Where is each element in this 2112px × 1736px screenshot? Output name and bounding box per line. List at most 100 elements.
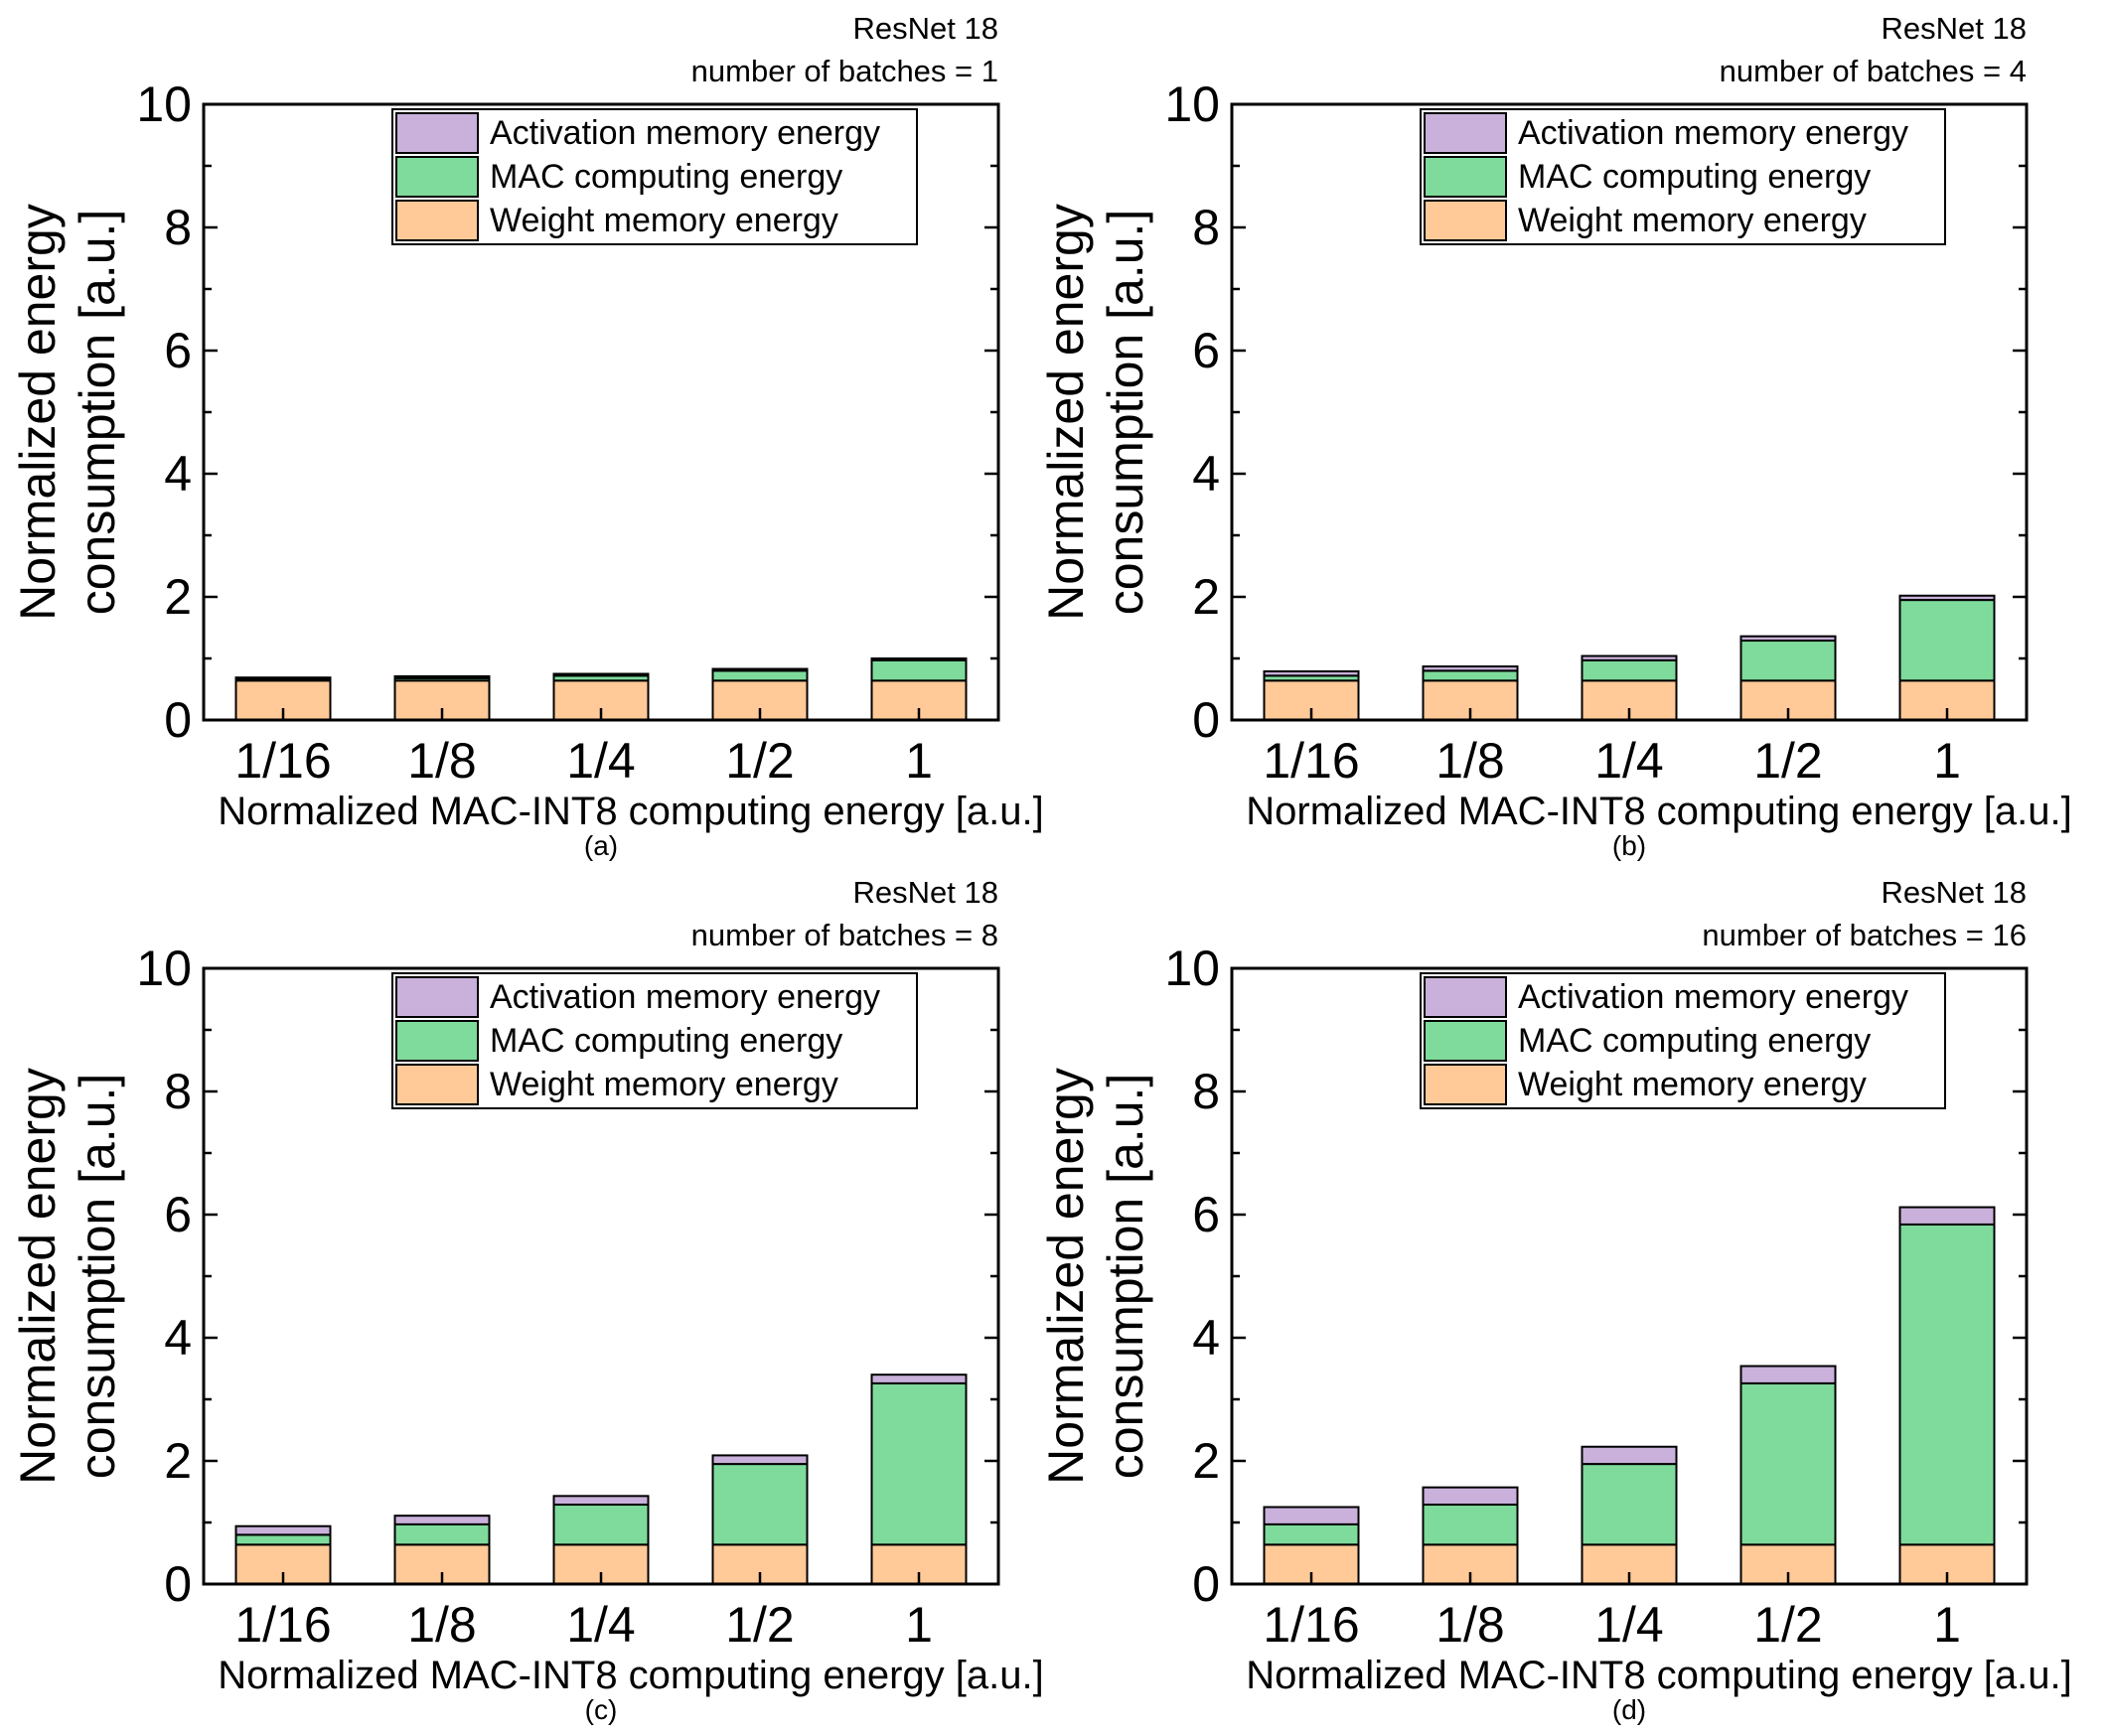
bar-mac-computing-5	[870, 1381, 968, 1546]
bar-activation-memory-4	[1739, 635, 1837, 643]
legend-swatch-mac	[395, 156, 479, 198]
y-tick-label: 10	[1164, 940, 1220, 996]
bar-mac-computing-3	[1581, 658, 1678, 682]
x-tick-label: 1/16	[234, 1597, 331, 1653]
panel-label: (d)	[1612, 1694, 1646, 1725]
x-axis-label: Normalized MAC-INT8 computing energy [a.…	[218, 1654, 1043, 1697]
x-tick-label: 1	[905, 1597, 933, 1653]
legend-swatch-weight	[1424, 1064, 1507, 1105]
bar-mac-computing-3	[1581, 1463, 1678, 1546]
x-tick-label: 1/4	[1594, 1597, 1664, 1653]
y-tick-label: 6	[1192, 1187, 1220, 1242]
bar-weight-memory-1	[1263, 1543, 1360, 1585]
x-tick-label: 1/2	[1753, 1597, 1823, 1653]
bar-mac-computing-4	[711, 669, 809, 682]
x-tick-label: 1/4	[566, 733, 636, 789]
legend-box	[1420, 972, 1946, 1109]
legend-swatch-weight	[395, 1064, 479, 1105]
legend-label-activation: Activation memory energy	[490, 114, 880, 152]
legend-swatch-mac	[395, 1020, 479, 1062]
bar-activation-memory-2	[393, 674, 491, 679]
legend-label-weight: Weight memory energy	[490, 1066, 838, 1103]
bar-mac-computing-5	[1898, 599, 1996, 682]
x-tick-label: 1/4	[1594, 733, 1664, 789]
legend-swatch-mac	[1424, 156, 1507, 198]
legend-swatch-weight	[395, 200, 479, 241]
y-tick-label: 0	[164, 1556, 192, 1612]
y-tick-label: 4	[164, 1310, 192, 1366]
panel-label: (b)	[1612, 830, 1646, 861]
legend-label-mac: MAC computing energy	[1518, 158, 1871, 196]
y-tick-label: 0	[1192, 692, 1220, 748]
legend: Activation memory energy MAC computing en…	[391, 108, 918, 245]
y-tick-label: 6	[164, 323, 192, 378]
bar-activation-memory-1	[234, 676, 332, 681]
legend-box	[391, 108, 918, 245]
chart-subtitle: number of batches = 1	[691, 54, 998, 88]
y-axis-label-line-2: consumption [a.u.]	[70, 210, 125, 616]
bar-activation-memory-4	[1739, 1365, 1837, 1384]
legend-label-activation: Activation memory energy	[490, 978, 880, 1016]
y-axis-label-line-1: Normalized energy	[1038, 1068, 1094, 1485]
legend-swatch-mac	[1424, 1020, 1507, 1062]
x-tick-label: 1/4	[566, 1597, 636, 1653]
chart-panel-a: ResNet 18 number of batches = 1 1/16 1/8 1/4…	[10, 11, 1044, 861]
bar-mac-computing-3	[552, 1504, 650, 1546]
x-tick-label: 1/16	[1263, 733, 1359, 789]
bar-activation-memory-1	[1263, 670, 1360, 677]
x-tick-label: 1/8	[1435, 1597, 1505, 1653]
y-tick-label: 2	[1192, 569, 1220, 625]
legend-swatch-activation	[1424, 976, 1507, 1018]
bar-activation-memory-3	[1581, 654, 1678, 661]
y-axis-label-line-2: consumption [a.u.]	[70, 1074, 125, 1480]
x-tick-label: 1/8	[1435, 733, 1505, 789]
bar-mac-computing-2	[393, 1522, 491, 1546]
bar-activation-memory-5	[870, 657, 968, 661]
bar-activation-memory-3	[552, 1495, 650, 1507]
chart-panel-c: ResNet 18 number of batches = 8 1/16 1/8 1/4…	[10, 875, 1044, 1725]
legend: Activation memory energy MAC computing en…	[391, 972, 918, 1109]
x-axis-label: Normalized MAC-INT8 computing energy [a.…	[1246, 790, 2071, 833]
legend-swatch-activation	[1424, 112, 1507, 154]
y-tick-label: 10	[1164, 76, 1220, 132]
chart-subtitle: number of batches = 8	[691, 918, 998, 952]
x-axis-label: Normalized MAC-INT8 computing energy [a.…	[1246, 1654, 2071, 1697]
bar-mac-computing-1	[1263, 1522, 1360, 1546]
legend-label-mac: MAC computing energy	[490, 158, 842, 196]
legend-swatch-weight	[1424, 200, 1507, 241]
y-tick-label: 8	[1192, 200, 1220, 255]
x-tick-label: 1	[1933, 733, 1961, 789]
bar-activation-memory-5	[870, 1374, 968, 1384]
bar-mac-computing-2	[1422, 1504, 1519, 1546]
legend-swatch-activation	[395, 976, 479, 1018]
x-tick-label: 1/2	[725, 733, 795, 789]
bar-activation-memory-4	[711, 667, 809, 672]
bar-mac-computing-4	[1739, 640, 1837, 682]
bar-activation-memory-2	[393, 1515, 491, 1525]
y-tick-label: 2	[164, 569, 192, 625]
y-axis-label-line-2: consumption [a.u.]	[1098, 1074, 1153, 1480]
chart-title: ResNet 18	[853, 11, 998, 46]
bar-mac-computing-5	[1898, 1223, 1996, 1546]
y-tick-label: 6	[164, 1187, 192, 1242]
y-tick-label: 4	[1192, 446, 1220, 502]
bar-activation-memory-5	[1898, 594, 1996, 602]
x-axis-label: Normalized MAC-INT8 computing energy [a.…	[218, 790, 1043, 833]
y-tick-label: 4	[1192, 1310, 1220, 1366]
legend-label-activation: Activation memory energy	[1518, 114, 1908, 152]
panel-label: (a)	[584, 830, 618, 861]
y-tick-label: 10	[136, 76, 192, 132]
bar-activation-memory-4	[711, 1454, 809, 1466]
legend-box	[391, 972, 918, 1109]
y-tick-label: 8	[1192, 1064, 1220, 1119]
legend-label-weight: Weight memory energy	[1518, 1066, 1867, 1103]
x-tick-label: 1	[905, 733, 933, 789]
bar-mac-computing-1	[234, 1533, 332, 1546]
chart-title: ResNet 18	[1882, 875, 2027, 910]
x-tick-label: 1/8	[407, 733, 477, 789]
x-tick-label: 1/16	[1263, 1597, 1359, 1653]
y-tick-label: 2	[164, 1433, 192, 1489]
bar-mac-computing-2	[1422, 669, 1519, 682]
chart-panel-b: ResNet 18 number of batches = 4 1/16 1/8 1/4…	[1038, 11, 2072, 861]
y-tick-label: 0	[164, 692, 192, 748]
